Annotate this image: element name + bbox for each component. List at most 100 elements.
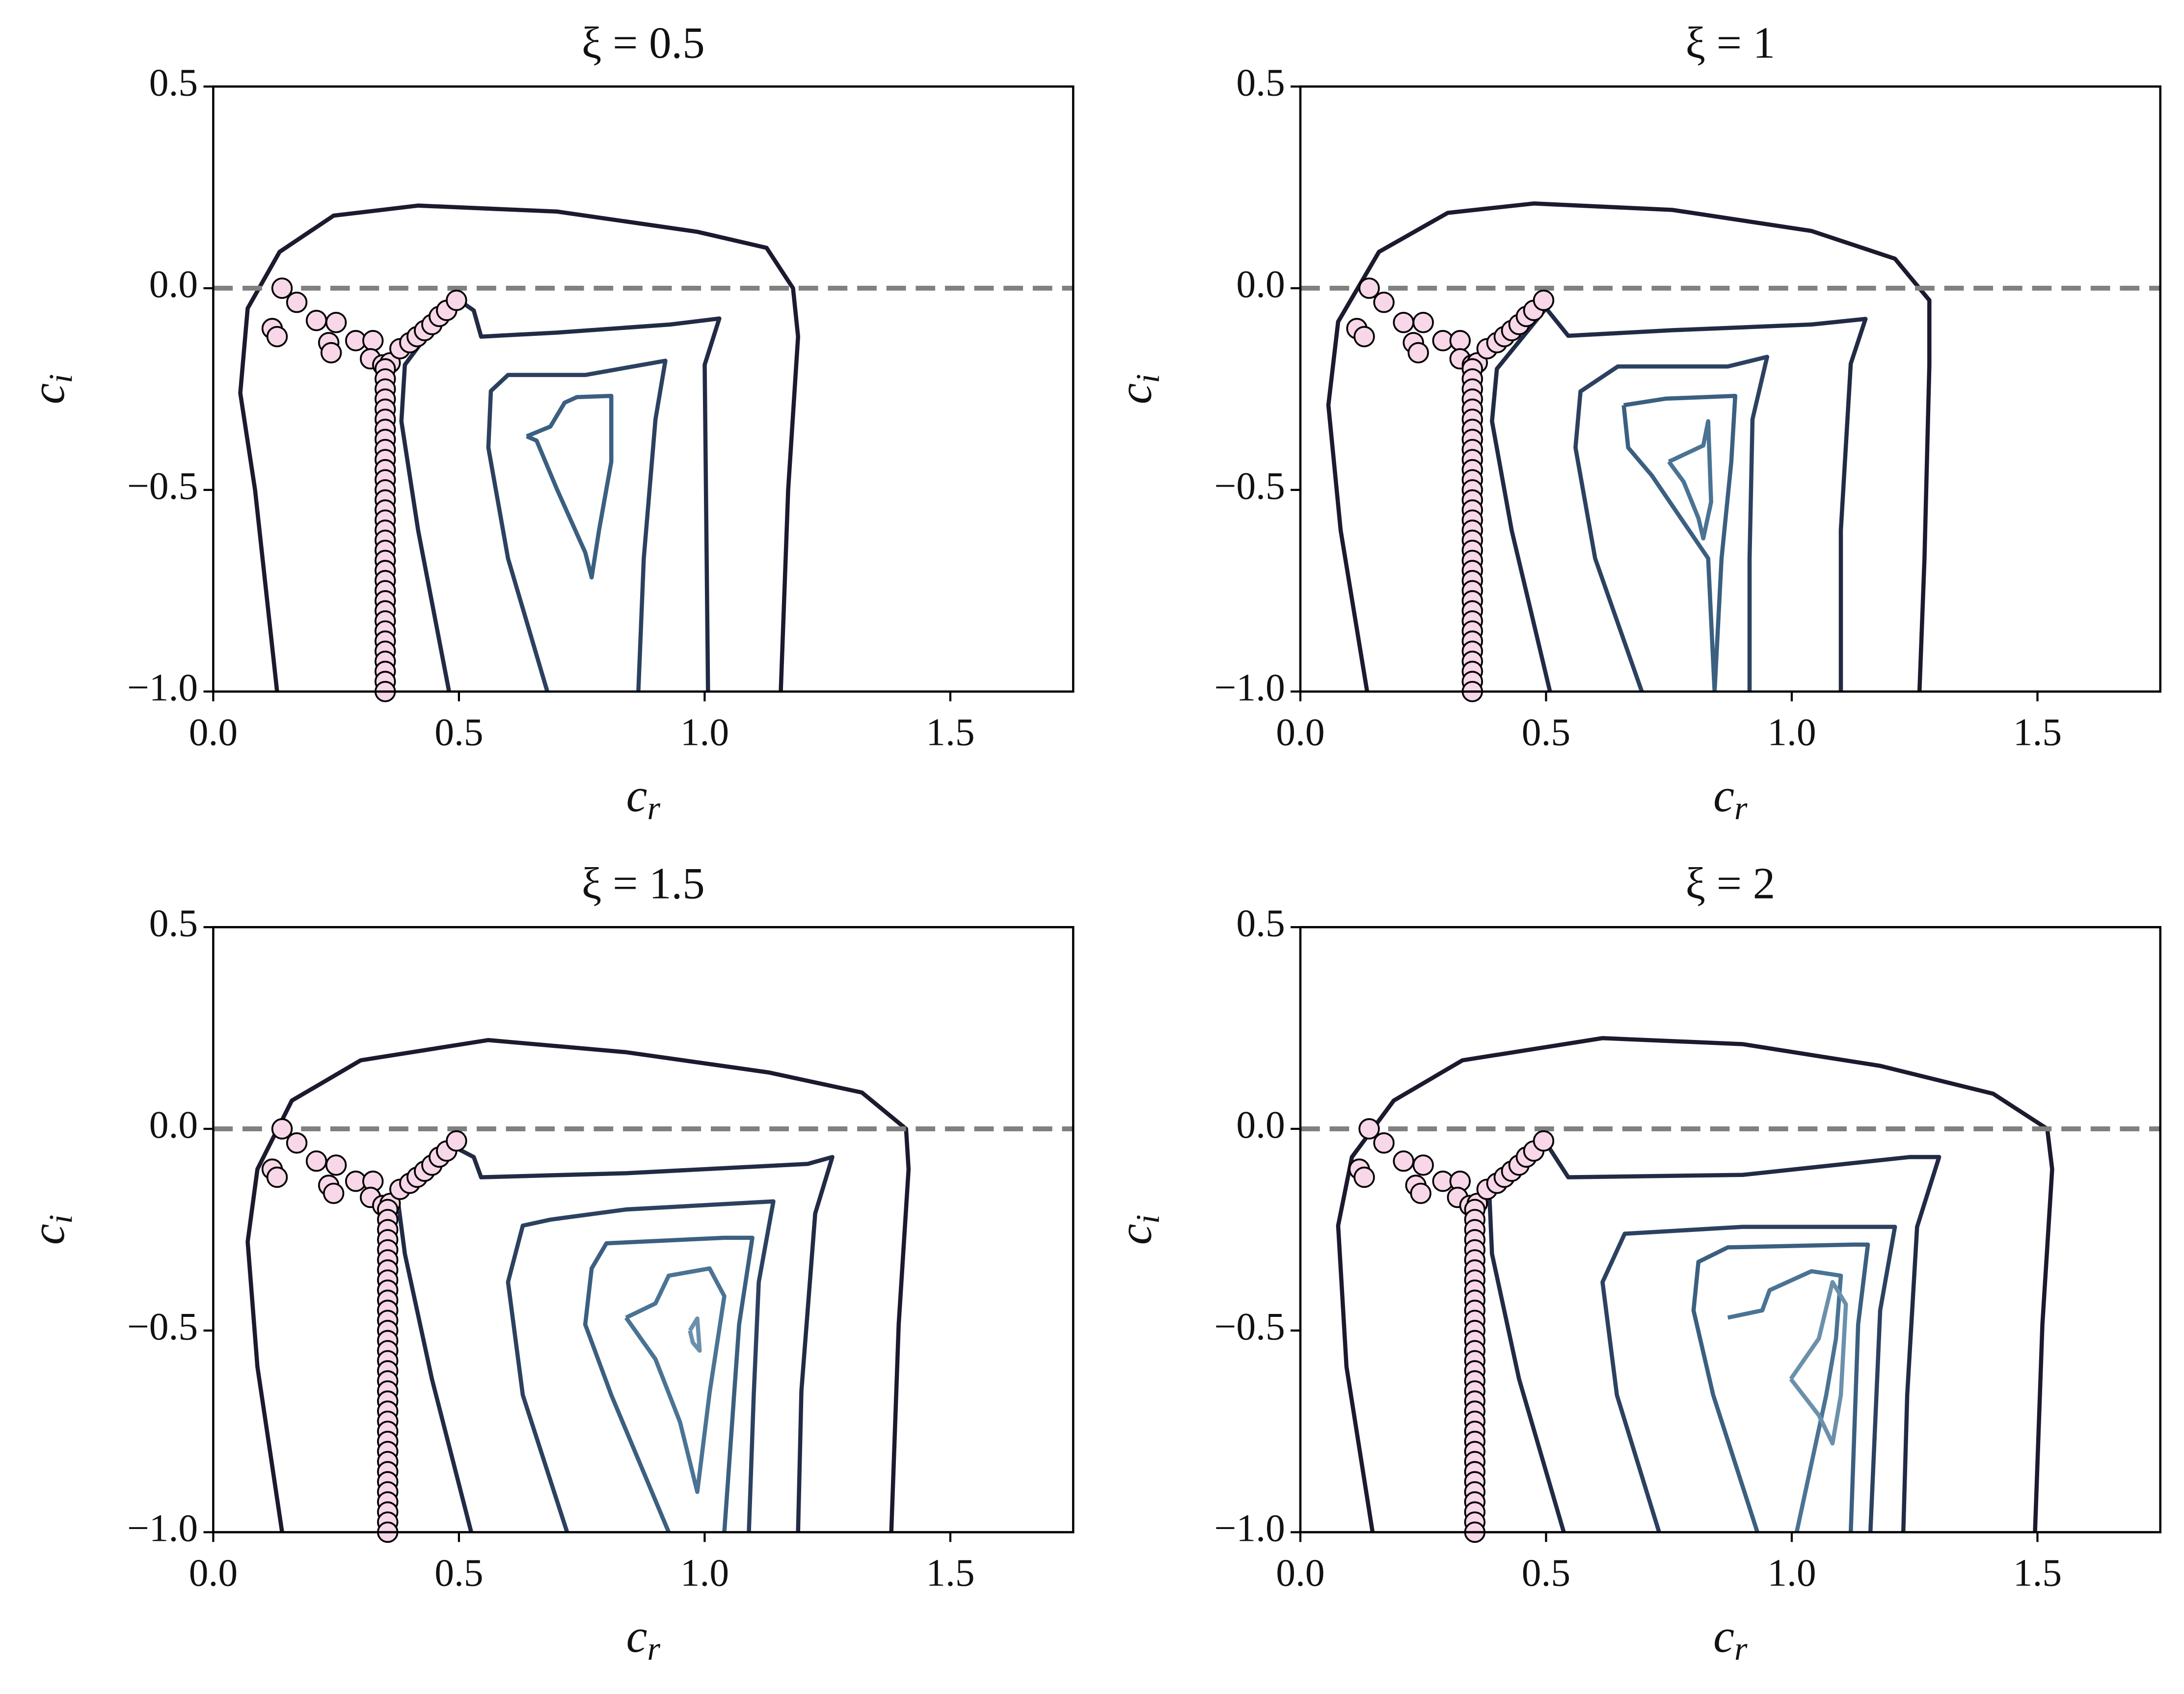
y-tick-label: 0.5 — [1236, 61, 1285, 104]
y-tick-label: 0.0 — [149, 1103, 198, 1147]
y-tick-label: 0.5 — [149, 61, 198, 104]
x-axis-label-sub: r — [1734, 1630, 1748, 1667]
axes-frame — [1299, 85, 2162, 693]
x-axis-label-main: c — [626, 1610, 647, 1662]
y-tick-label: −0.5 — [127, 464, 198, 508]
y-axis-label-main: c — [22, 1224, 74, 1245]
y-axis-label-main: c — [1109, 1224, 1161, 1245]
eigenvalue-point — [286, 291, 308, 313]
x-tick-label: 1.5 — [2013, 711, 2062, 754]
y-tick-label: 0.0 — [149, 263, 198, 306]
eigenvalue-point — [1449, 330, 1471, 352]
eigenvalue-point — [1393, 1150, 1414, 1172]
x-axis-label: cr — [1713, 769, 1748, 826]
y-axis-label-main: c — [1109, 383, 1161, 404]
x-tick-label: 0.0 — [189, 711, 238, 754]
x-tick-label: 1.5 — [926, 711, 974, 754]
x-tick-label: 0.5 — [434, 711, 483, 754]
x-tick-label: 1.0 — [680, 711, 729, 754]
eigenvalue-point — [1353, 326, 1375, 348]
x-tick-label: 1.0 — [1767, 1552, 1816, 1595]
contour-line — [1727, 1269, 1843, 1532]
y-tick-label: 0.5 — [1236, 902, 1285, 945]
contour-line — [1621, 393, 1738, 692]
contour-line — [395, 1141, 835, 1532]
eigenvalue-point — [305, 309, 327, 331]
y-axis-label-sub: i — [1129, 1214, 1166, 1224]
eigenvalue-point — [362, 330, 384, 352]
eigenvalue-point — [1373, 1132, 1395, 1154]
subplot-title: ξ = 2 — [1686, 859, 1776, 908]
contour-line — [624, 1266, 727, 1494]
y-axis-label: ci — [22, 374, 79, 404]
contour-line — [1490, 306, 1868, 692]
y-tick-label: 0.5 — [149, 902, 198, 945]
contour-line — [526, 393, 614, 580]
eigenvalue-point — [1373, 291, 1395, 313]
subplot-title: ξ = 1.5 — [582, 859, 705, 908]
x-axis-label-sub: r — [647, 1630, 660, 1667]
eigenvalue-point — [320, 342, 342, 364]
eigenvalue-point — [1412, 312, 1434, 333]
contour-line — [1336, 1036, 2054, 1532]
x-tick-label: 1.0 — [1767, 711, 1816, 754]
contour-line — [245, 1038, 911, 1532]
plot-area — [1300, 201, 2160, 692]
y-tick-label: −0.5 — [1214, 1305, 1285, 1348]
contour-line — [1789, 1280, 1848, 1446]
x-tick-label: 1.5 — [2013, 1552, 2062, 1595]
y-tick-label: −0.5 — [127, 1305, 198, 1348]
y-axis-label-main: c — [22, 383, 74, 404]
contour-line — [1667, 419, 1713, 541]
eigenvalue-point — [325, 1154, 347, 1176]
axes-frame — [212, 926, 1075, 1533]
contour-line — [583, 1235, 755, 1532]
plot-area — [1300, 1036, 2160, 1532]
plot-area — [213, 203, 1074, 692]
y-axis-label: ci — [1109, 1214, 1166, 1245]
eigenvalue-point — [1412, 1154, 1434, 1176]
eigenvalue-point — [271, 277, 293, 299]
x-axis-label: cr — [1713, 1610, 1748, 1667]
contour-line — [506, 1199, 776, 1532]
y-tick-label: 0.0 — [1236, 263, 1285, 306]
x-tick-label: 0.5 — [1522, 1552, 1570, 1595]
eigenvalue-point — [1410, 1182, 1431, 1204]
x-tick-label: 0.0 — [1276, 1552, 1324, 1595]
eigenvalue-point — [1358, 1118, 1380, 1140]
y-axis-label-sub: i — [42, 1214, 79, 1224]
eigenvalue-point — [266, 1166, 288, 1188]
y-tick-label: −1.0 — [127, 666, 198, 710]
eigenvalue-point — [1533, 1130, 1555, 1152]
x-tick-label: 0.0 — [189, 1552, 238, 1595]
contour-line — [1326, 201, 1932, 692]
contour-line — [1573, 355, 1770, 692]
x-tick-label: 1.0 — [680, 1552, 729, 1595]
subplot-title: ξ = 0.5 — [582, 18, 705, 68]
eigenvalue-point — [1407, 342, 1429, 364]
eigenvalue-point — [446, 1130, 467, 1152]
contour-line — [399, 298, 722, 692]
contour-line — [1691, 1242, 1870, 1532]
contour-line — [238, 203, 800, 692]
x-tick-label: 0.0 — [1276, 711, 1324, 754]
x-axis-label-sub: r — [1734, 789, 1748, 826]
eigenvalue-point — [271, 1118, 293, 1140]
eigenvalue-point — [323, 1182, 345, 1204]
x-axis-label-main: c — [1713, 769, 1734, 821]
x-tick-label: 0.5 — [434, 1552, 483, 1595]
subplot-title: ξ = 1 — [1686, 18, 1776, 68]
contour-line — [486, 358, 668, 692]
eigenvalue-point — [286, 1132, 308, 1154]
x-tick-label: 0.5 — [1522, 711, 1570, 754]
y-axis-label: ci — [22, 1214, 79, 1245]
y-tick-label: −0.5 — [1214, 464, 1285, 508]
eigenvalue-point — [1353, 1166, 1375, 1188]
y-axis-label-sub: i — [1129, 374, 1166, 383]
